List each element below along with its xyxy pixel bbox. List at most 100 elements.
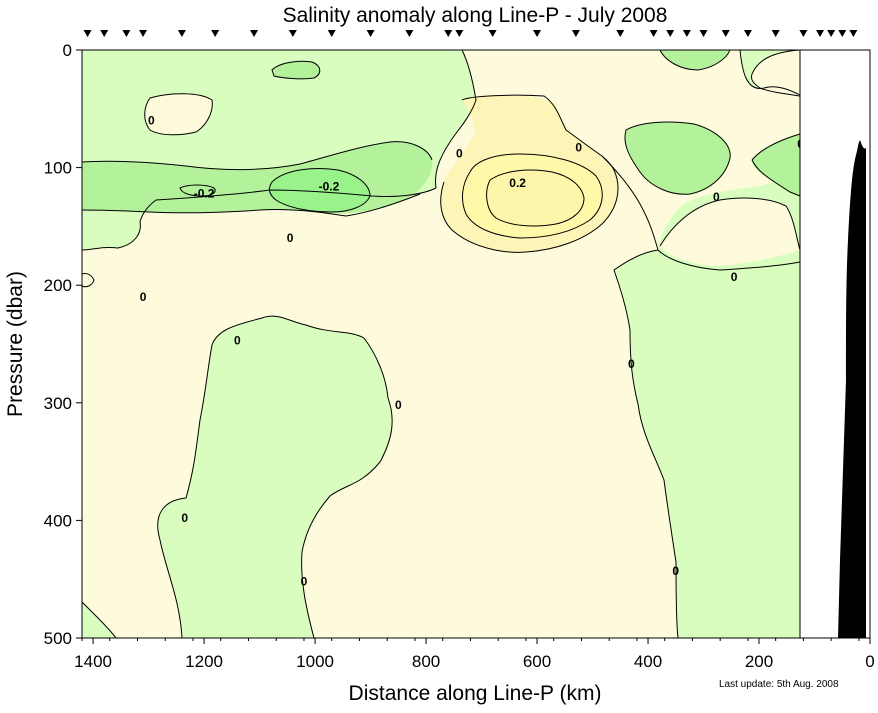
station-marker [816,30,825,37]
x-tick-label: 1200 [185,652,223,671]
station-markers [83,30,858,37]
contour-line [435,49,477,189]
station-marker [211,30,220,37]
station-marker [533,30,542,37]
contour-line [81,199,157,251]
plot-frame [81,49,871,639]
x-tick-label: 1000 [296,652,334,671]
station-marker [799,30,808,37]
contour-line [751,133,801,161]
contour-lines [81,49,801,639]
negative-cell-right [624,122,731,195]
contour-label: 0.2 [509,176,526,190]
y-axis-label: Pressure (dbar) [4,271,27,417]
contour-line [659,197,801,251]
bathymetry [838,140,866,638]
negative-cell-left-small [180,185,216,196]
station-marker [838,30,847,37]
contour-line [81,601,117,639]
station-marker [616,30,625,37]
contour-label: 0 [181,511,188,525]
station-marker [455,30,464,37]
negative-band-upper [82,50,800,270]
y-tick-label: 300 [44,394,72,413]
contour-line [81,141,433,171]
contour-label: -0.2 [319,179,340,193]
station-marker [849,30,858,37]
contour-label: 0 [234,333,241,347]
contour-line [751,159,801,197]
station-marker [327,30,336,37]
station-marker [666,30,675,37]
contour-line [440,155,619,253]
contour-line [81,273,95,288]
contour-line [81,193,421,217]
contour-line [144,93,213,136]
contour-label: 0 [713,190,720,204]
footnote: Last update: 5th Aug. 2008 [719,679,839,690]
negative-cell-top [272,61,320,79]
contour-label: 0 [301,575,308,589]
station-marker [827,30,836,37]
y-tick-label: 200 [44,276,72,295]
x-tick-label: 200 [745,652,773,671]
y-tick-label: 100 [44,159,72,178]
station-marker [699,30,708,37]
station-marker [288,30,297,37]
station-marker [743,30,752,37]
contour-line [601,155,659,251]
y-axis: 0 100 200 300 400 500 [44,41,82,648]
negative-region-right-deep [614,50,800,638]
station-marker [721,30,730,37]
positive-cell-top-right [751,50,800,96]
station-marker [649,30,658,37]
station-marker [488,30,497,37]
x-axis: 1400 1200 1000 800 600 400 200 0 [74,638,875,671]
station-marker [682,30,691,37]
station-marker [444,30,453,37]
chart-title: Salinity anomaly along Line-P - July 200… [283,4,668,27]
contour-line [739,49,801,96]
contour-label: 0 [731,270,738,284]
contour-label: 0 [395,398,402,412]
station-marker [571,30,580,37]
contour-line [751,49,801,75]
contour-line [613,249,679,639]
station-marker [366,30,375,37]
station-marker [83,30,92,37]
station-marker [122,30,131,37]
x-tick-label: 1400 [74,652,112,671]
station-marker [100,30,109,37]
contour-label: 0 [140,290,147,304]
plot-area: -0.2-0.20.200000000000000 [81,49,871,639]
contour-line [657,249,801,271]
contour-line [157,315,393,639]
station-marker [177,30,186,37]
y-tick-label: 0 [63,41,72,60]
contour-line [155,187,437,201]
contour-label: 0 [628,357,635,371]
station-marker [139,30,148,37]
station-marker [250,30,259,37]
y-tick-label: 400 [44,511,72,530]
x-tick-label: 800 [412,652,440,671]
contour-line [461,94,603,157]
contour-line [271,60,321,80]
contour-line [624,121,731,195]
negative-cell-left-core [269,168,370,212]
x-axis-label: Distance along Line-P (km) [349,682,602,705]
negative-cell-top-right [660,50,730,70]
contour-label: 0 [672,564,679,578]
contour-label: 0 [287,231,294,245]
negative-region-central-deep [157,316,393,638]
positive-patch-upper-left [144,93,213,135]
station-marker [405,30,414,37]
contour-line [486,169,585,227]
contour-label: 0 [575,141,582,155]
positive-patch-upper-right [660,198,800,266]
x-tick-label: 600 [523,652,551,671]
positive-region-core [486,170,584,226]
contour-line [659,49,731,71]
